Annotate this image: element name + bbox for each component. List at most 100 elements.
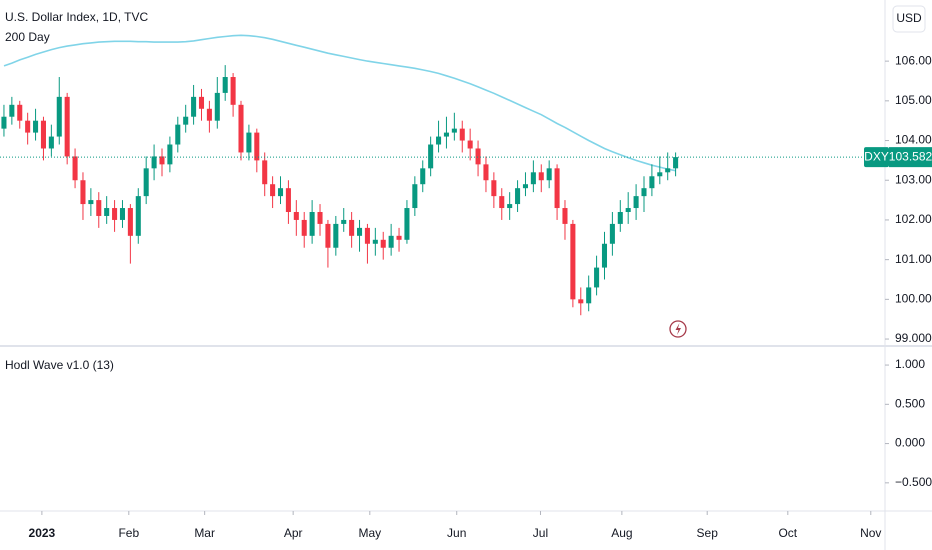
candle-body xyxy=(515,188,521,205)
candle-body xyxy=(64,96,70,157)
candle-body xyxy=(507,204,513,209)
candle-body xyxy=(175,124,181,145)
y-tick-label: 103.000 xyxy=(895,172,932,186)
candle-body xyxy=(88,200,94,205)
candle-body xyxy=(570,223,576,300)
candle-body xyxy=(625,208,631,213)
candle-body xyxy=(404,208,410,240)
candle-body xyxy=(293,212,299,220)
x-tick-label: Mar xyxy=(194,526,215,540)
candle-body xyxy=(641,188,647,197)
candle-body xyxy=(17,104,23,121)
symbol-badge xyxy=(864,147,889,168)
x-tick-label: Nov xyxy=(860,526,881,540)
candle-body xyxy=(420,168,426,185)
candle-body xyxy=(594,267,600,288)
candle-body xyxy=(522,184,528,189)
candle-body xyxy=(127,208,133,236)
candle-body xyxy=(222,77,228,93)
x-tick-label: Jun xyxy=(447,526,466,540)
candle-body xyxy=(96,200,102,216)
candle-body xyxy=(412,184,418,209)
candle-body xyxy=(143,168,149,197)
event-icon[interactable] xyxy=(669,320,687,338)
candle-body xyxy=(530,172,536,185)
candle-body xyxy=(467,140,473,149)
candle-body xyxy=(665,168,671,173)
y-tick-label: 0.500 xyxy=(895,396,925,410)
candle-body xyxy=(238,104,244,153)
candle-body xyxy=(119,208,126,220)
candle-body xyxy=(562,208,568,224)
candle-body xyxy=(80,180,86,205)
candle-body xyxy=(301,219,307,236)
x-tick-label: Jul xyxy=(533,526,548,540)
price-badge xyxy=(889,147,932,168)
candle-body xyxy=(1,116,7,129)
candle-body xyxy=(436,136,442,145)
y-tick-label: 99.000 xyxy=(895,331,932,345)
candle-body xyxy=(364,227,370,244)
candle-body xyxy=(104,208,110,216)
event-bolt[interactable] xyxy=(675,323,682,335)
candle-body xyxy=(112,208,118,220)
candle-body xyxy=(443,132,449,137)
candle-body xyxy=(657,172,663,177)
candle-body xyxy=(538,172,544,181)
candle-body xyxy=(617,212,623,224)
candle-body xyxy=(396,235,402,240)
candle-body xyxy=(254,132,260,161)
candle-body xyxy=(341,219,347,224)
candle-body xyxy=(388,235,394,248)
candle-body xyxy=(183,116,189,125)
candle-body xyxy=(230,77,236,105)
candle-body xyxy=(491,180,497,197)
candle-body xyxy=(214,92,220,121)
candle-body xyxy=(135,196,141,236)
candle-body xyxy=(262,160,268,185)
y-tick-label: 106.000 xyxy=(895,53,932,67)
x-tick-label: Aug xyxy=(611,526,632,540)
candle-body xyxy=(270,184,276,197)
y-tick-label: 0.000 xyxy=(895,436,925,450)
candle-body xyxy=(9,104,15,117)
candle-body xyxy=(649,176,655,189)
candle-body xyxy=(633,196,639,209)
x-tick-label: Feb xyxy=(118,526,139,540)
candle-body xyxy=(33,120,39,133)
candle-body xyxy=(72,156,78,181)
candle-body xyxy=(483,164,489,181)
indicator-title: Hodl Wave v1.0 (13) xyxy=(5,358,114,372)
candle-body xyxy=(198,96,205,109)
candle-body xyxy=(277,188,284,197)
candle-body xyxy=(325,223,331,248)
y-tick-label: −0.500 xyxy=(895,475,932,489)
candle-body xyxy=(586,287,592,304)
candle-body xyxy=(285,188,291,213)
candle-body xyxy=(40,120,46,149)
y-tick-label: 1.000 xyxy=(895,357,925,371)
candle-body xyxy=(372,239,378,244)
y-tick-label: 100.000 xyxy=(895,292,932,306)
candle-body xyxy=(380,239,386,248)
x-tick-label: Apr xyxy=(284,526,303,540)
candle-body xyxy=(673,157,679,169)
candle-body xyxy=(578,299,584,304)
button-frame[interactable] xyxy=(892,5,926,33)
candle-body xyxy=(357,227,363,236)
legend-entry: 200 Day xyxy=(5,30,50,44)
currency-button[interactable]: USD xyxy=(892,5,926,33)
candle-body xyxy=(499,196,505,209)
x-tick-label: 2023 xyxy=(29,526,56,540)
y-tick-label: 101.000 xyxy=(895,252,932,266)
candle-body xyxy=(609,223,615,244)
candle-body xyxy=(349,219,355,236)
candle-body xyxy=(451,128,457,133)
currency-label[interactable]: USD xyxy=(896,11,922,25)
x-tick-label: Sep xyxy=(697,526,719,540)
candle-body xyxy=(206,108,212,121)
candle-body xyxy=(25,120,31,133)
candle-body xyxy=(428,144,434,169)
